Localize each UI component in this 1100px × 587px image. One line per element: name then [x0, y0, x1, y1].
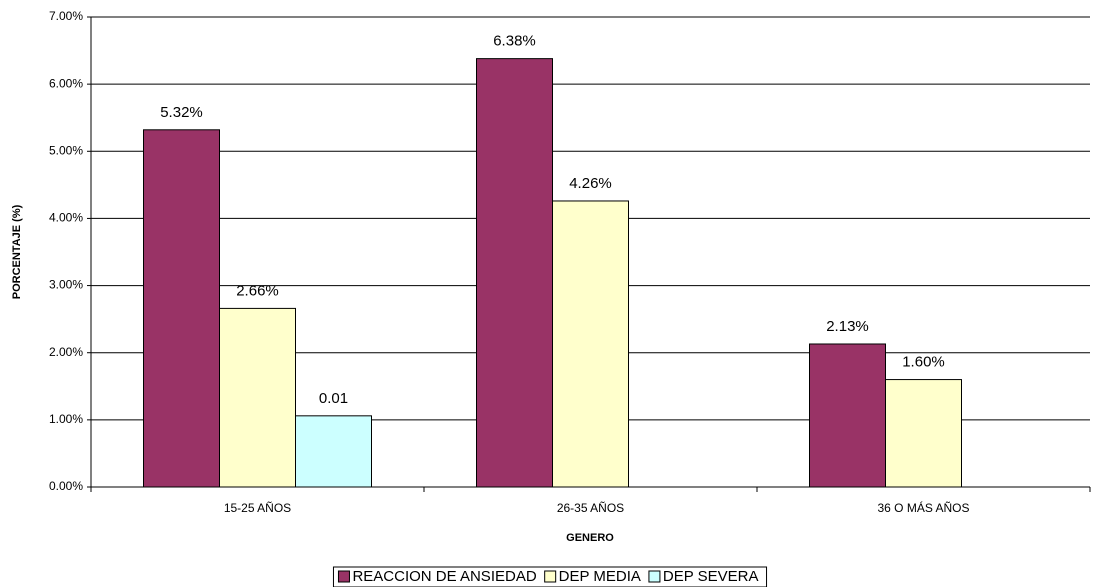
- bar: [295, 415, 372, 488]
- bar: [219, 307, 296, 488]
- bar: [809, 343, 886, 488]
- x-tick-label: 15-25 AÑOS: [224, 501, 291, 515]
- legend-swatch: [648, 570, 661, 583]
- y-tick-label: 4.00%: [49, 211, 83, 225]
- y-tick-label: 7.00%: [49, 9, 83, 23]
- data-label: 1.60%: [902, 354, 945, 371]
- data-label: 6.38%: [493, 33, 536, 50]
- y-axis-title: PORCENTAJE (%): [11, 204, 23, 299]
- data-label: 5.32%: [160, 104, 203, 121]
- legend-swatch: [337, 570, 350, 583]
- y-tick-label: 0.00%: [49, 479, 83, 493]
- y-tick-label: 6.00%: [49, 76, 83, 90]
- y-tick-label: 2.00%: [49, 345, 83, 359]
- bar: [476, 58, 553, 488]
- y-tick-label: 3.00%: [49, 278, 83, 292]
- legend-label: REACCION DE ANSIEDAD: [352, 568, 536, 585]
- legend-label: DEP SEVERA: [663, 568, 759, 585]
- data-label: 2.66%: [236, 282, 279, 299]
- y-tick-label: 5.00%: [49, 143, 83, 157]
- legend-swatch: [544, 570, 557, 583]
- legend-label: DEP MEDIA: [559, 568, 641, 585]
- x-tick-label: 36 O MÁS AÑOS: [877, 500, 969, 515]
- bar: [885, 379, 962, 488]
- data-label: 2.13%: [826, 318, 869, 335]
- x-axis-title: GENERO: [566, 532, 614, 544]
- y-tick-label: 1.00%: [49, 412, 83, 426]
- bar: [143, 129, 220, 488]
- data-label: 4.26%: [569, 175, 612, 192]
- bar: [552, 200, 629, 488]
- x-tick-label: 26-35 AÑOS: [557, 501, 624, 515]
- data-label: 0.01: [319, 390, 348, 407]
